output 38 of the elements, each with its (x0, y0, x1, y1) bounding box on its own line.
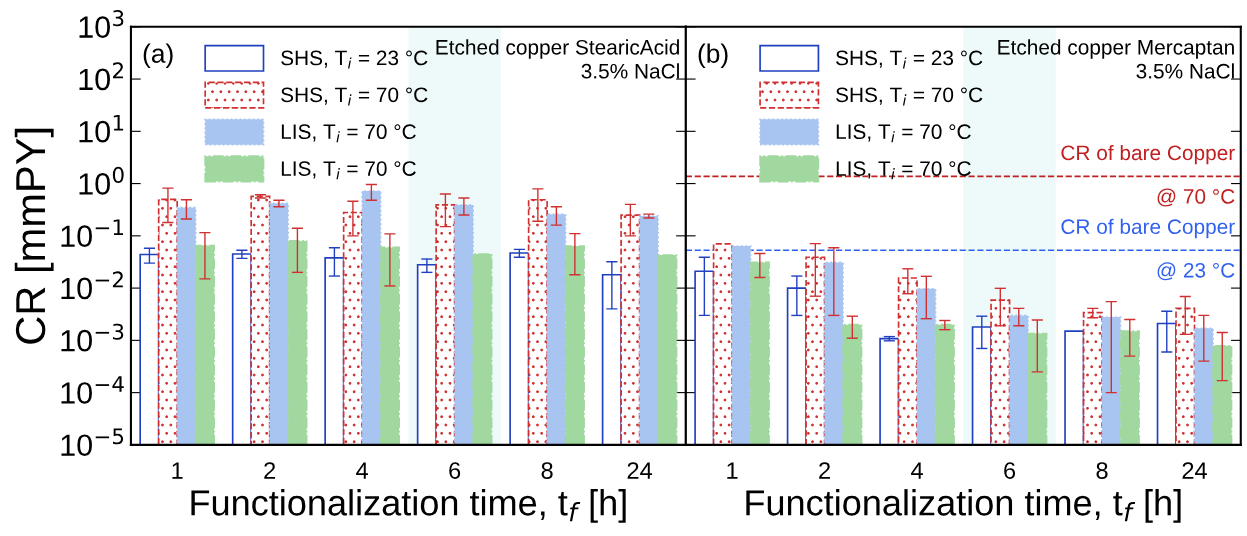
x-tick-label: 1 (172, 462, 183, 479)
y-tick-label: 10$^{−3}$ (61, 323, 124, 352)
x-tick-label: 8 (541, 462, 553, 479)
legend-label: LIS, T$_{i}$ = 70 °C (836, 124, 971, 143)
x-tick-label: 1 (727, 462, 738, 479)
x-axis-title: Functionalization time, t$_{f}$ [h] (746, 489, 1181, 523)
x-tick-label: 24 (1182, 462, 1207, 479)
y-tick-label: 10$^{−4}$ (61, 376, 124, 404)
annotation: Etched copper StearicAcid 3.5% NaCl (436, 39, 679, 79)
legend-label: SHS, T$_{i}$ = 70 °C (836, 87, 983, 106)
y-tick-label: 10$^{1}$ (79, 114, 124, 143)
legend-label: SHS, T$_{i}$ = 23 °C (836, 50, 983, 69)
legend-label: LIS, T$_{i}$ = 70 °C (836, 161, 971, 180)
x-tick-label: 2 (819, 462, 830, 479)
annotation: (a) (143, 43, 173, 69)
y-tick-label: 10$^{3}$ (79, 10, 124, 38)
legend-label: SHS, T$_{i}$ = 70 °C (281, 87, 428, 106)
x-tick-label: 24 (627, 462, 653, 479)
annotation: Etched copper Mercaptan 3.5% NaCl (998, 39, 1234, 79)
legend-label: SHS, T$_{i}$ = 23 °C (281, 50, 428, 69)
ref-line-label: CR of bare Copper @ 70 °C (1061, 144, 1235, 207)
x-tick-label: 8 (1096, 462, 1108, 479)
y-tick-label: 10$^{−5}$ (61, 428, 124, 457)
x-tick-label: 4 (911, 462, 923, 479)
x-tick-label: 6 (449, 462, 461, 479)
y-tick-label: 10$^{−1}$ (61, 219, 123, 247)
annotation: (b) (698, 43, 728, 69)
y-tick-label: 10$^{2}$ (79, 62, 123, 91)
legend-label: LIS, T$_{i}$ = 70 °C (281, 124, 416, 143)
y-tick-label: 10$^{−2}$ (61, 271, 123, 300)
x-axis-title: Functionalization time, t$_{f}$ [h] (191, 489, 626, 523)
ref-line-label: CR of bare Copper @ 23 °C (1061, 218, 1235, 281)
y-tick-label: 10$^{0}$ (79, 166, 124, 195)
legend-label: LIS, T$_{i}$ = 70 °C (281, 161, 416, 180)
x-tick-label: 2 (264, 462, 276, 479)
x-tick-label: 4 (356, 462, 369, 479)
y-axis-title: CR [mmPY] (14, 128, 54, 344)
x-tick-label: 6 (1004, 462, 1016, 479)
